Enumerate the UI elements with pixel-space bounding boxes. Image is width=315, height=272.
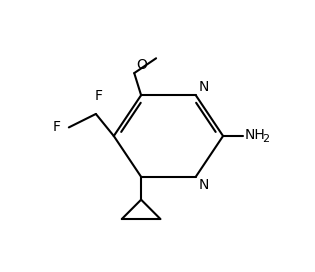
Text: N: N [199, 178, 209, 192]
Text: 2: 2 [262, 134, 269, 144]
Text: NH: NH [245, 128, 265, 142]
Text: F: F [95, 89, 103, 103]
Text: O: O [136, 58, 147, 72]
Text: N: N [199, 80, 209, 94]
Text: F: F [53, 120, 61, 134]
